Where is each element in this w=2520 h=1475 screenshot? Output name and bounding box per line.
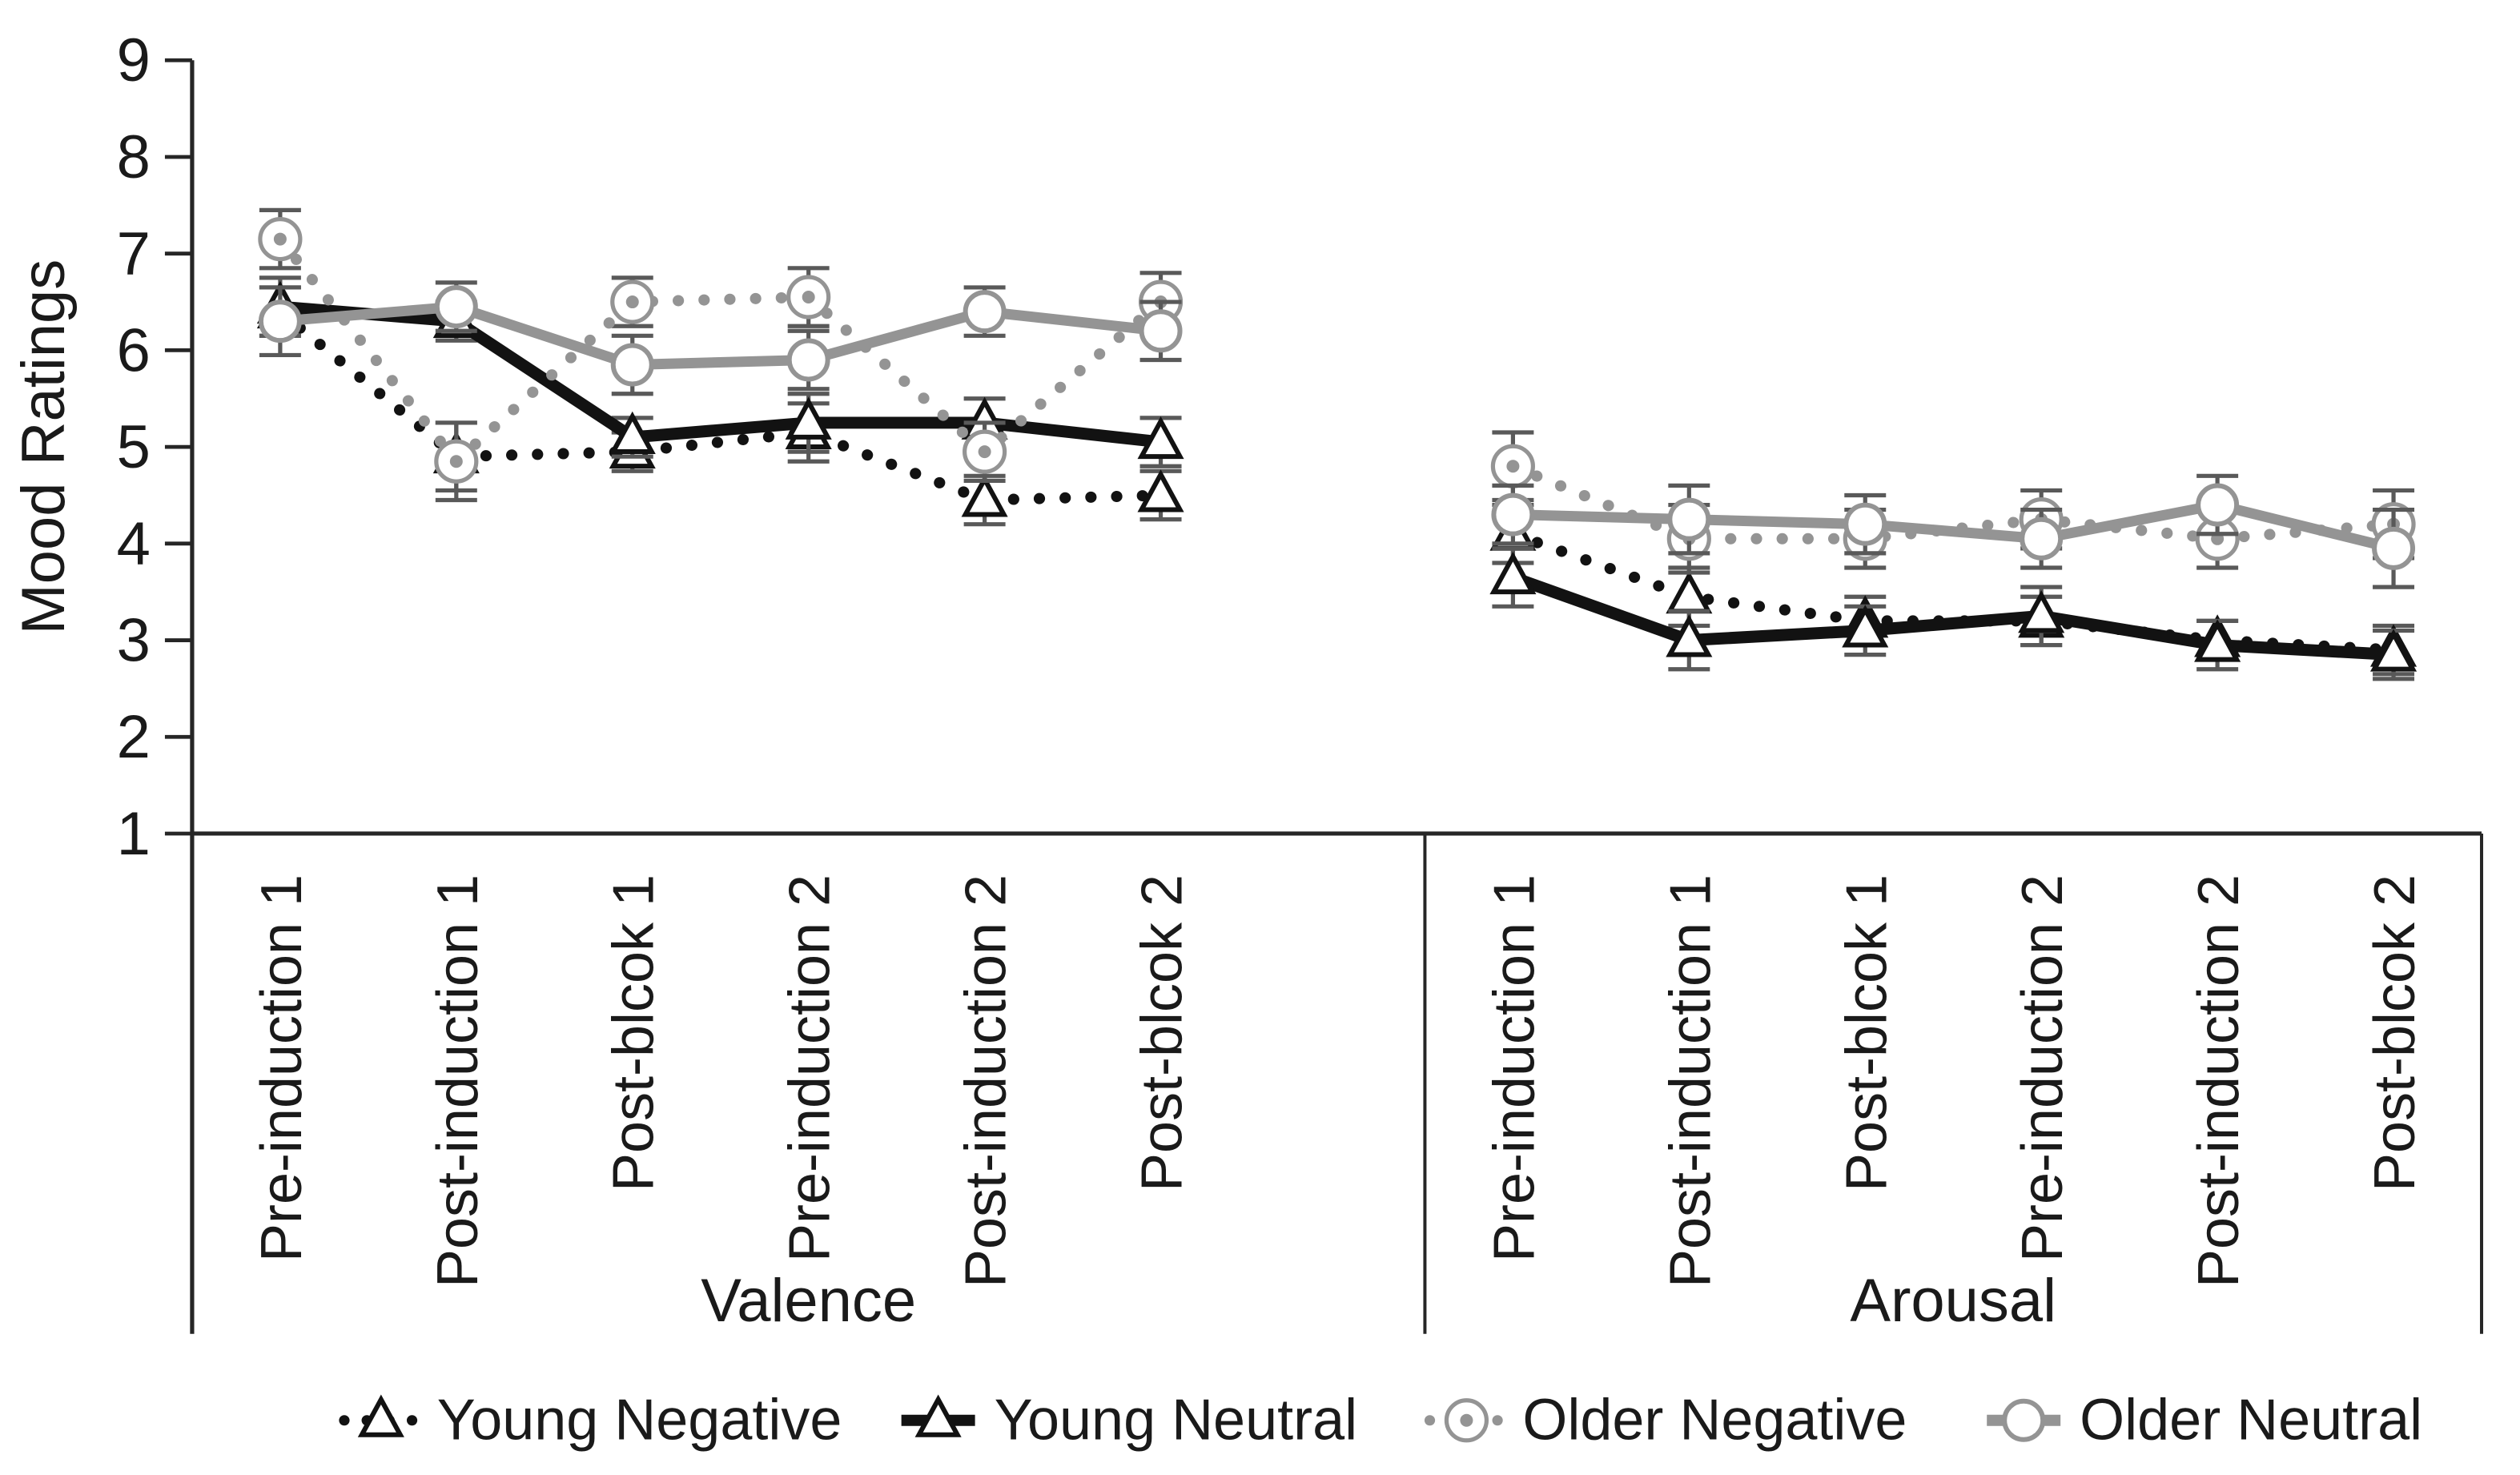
marker-older-neutral-valence-2 (610, 343, 654, 387)
series-line-young-neutral-valence (279, 300, 1162, 448)
panel-label-valence: Valence (701, 1267, 916, 1335)
series-older-neutral-valence (258, 280, 1183, 396)
marker-older-negative-valence-4-dot (978, 445, 991, 459)
category-label-arousal-5: Post-blcok 2 (2363, 874, 2427, 1192)
legend-label-young-neutral: Young Neutral (995, 1389, 1357, 1453)
category-label-valence-1: Post-induction 1 (426, 874, 490, 1288)
series-line-older-neutral-arousal (1513, 500, 2395, 554)
category-axis-labels: Pre-induction 1 Post-induction 1 Post-blco… (250, 874, 2427, 1288)
y-tick-label-3: 3 (117, 607, 151, 675)
marker-older-neutral-valence-5 (1139, 309, 1183, 353)
legend-marker-triangle-icon (357, 1394, 404, 1437)
marker-young-neutral-valence-3 (785, 396, 832, 440)
series-older-negative-arousal (1490, 430, 2416, 575)
legend: Young Negative Young Neutral Older Negativ… (339, 1389, 2422, 1453)
y-tick-label-1: 1 (117, 800, 151, 868)
marker-older-neutral-arousal-4 (2196, 483, 2240, 527)
y-tick-label-7: 7 (117, 220, 151, 288)
series-line-young-negative-valence (274, 306, 1167, 506)
legend-label-older-negative: Older Negative (1522, 1389, 1907, 1453)
category-label-valence-5: Post-blcok 2 (1131, 874, 1195, 1192)
series-young-neutral-arousal (1489, 546, 2418, 681)
legend-item-older-negative: Older Negative (1424, 1389, 1907, 1453)
marker-older-neutral-valence-4 (963, 290, 1007, 334)
y-tick-label-6: 6 (117, 316, 151, 384)
category-label-valence-2: Post-blcok 1 (602, 874, 666, 1192)
marker-older-negative-arousal-0-dot (1506, 460, 1520, 473)
legend-label-young-negative: Young Negative (437, 1389, 842, 1453)
y-tick-label-8: 8 (117, 123, 151, 191)
marker-young-neutral-arousal-3 (2018, 590, 2065, 633)
marker-young-negative-arousal-1 (1666, 570, 1713, 614)
marker-older-negative-valence-2-dot (625, 295, 639, 309)
marker-young-neutral-arousal-1 (1666, 614, 1713, 657)
y-tick-label-9: 9 (117, 26, 151, 94)
category-label-valence-0: Pre-induction 1 (250, 874, 314, 1262)
marker-young-neutral-valence-2 (609, 411, 656, 455)
series-older-neutral-arousal (1491, 473, 2416, 589)
series-older-negative-valence (258, 207, 1184, 503)
legend-item-young-negative: Young Negative (339, 1389, 842, 1453)
category-label-arousal-0: Pre-induction 1 (1482, 874, 1546, 1262)
y-tick-label-4: 4 (117, 510, 151, 578)
series-line-young-negative-arousal (1507, 528, 2400, 656)
legend-marker-triangle-icon (914, 1394, 962, 1437)
marker-older-neutral-arousal-2 (1843, 502, 1887, 546)
panel-label-arousal: Arousal (1850, 1267, 2056, 1335)
category-label-arousal-1: Post-induction 1 (1658, 874, 1722, 1288)
marker-older-neutral-arousal-0 (1491, 492, 1535, 537)
marker-young-neutral-arousal-4 (2194, 619, 2241, 662)
y-tick-label-2: 2 (117, 703, 151, 771)
marker-young-neutral-arousal-0 (1489, 551, 1537, 595)
legend-item-older-neutral: Older Neutral (1987, 1389, 2422, 1453)
legend-marker-circle-dot-icon-dot (1460, 1413, 1473, 1427)
series-line-older-neutral-valence (279, 301, 1162, 371)
marker-older-negative-valence-3-dot (802, 291, 815, 304)
marker-young-neutral-arousal-5 (2370, 629, 2418, 672)
category-label-arousal-3: Pre-induction 2 (2011, 874, 2075, 1262)
marker-young-neutral-valence-5 (1137, 416, 1184, 460)
axes: 1 2 3 4 5 6 7 8 9 (117, 26, 2484, 1334)
marker-older-negative-valence-0-dot (273, 232, 287, 246)
series-line-older-negative-arousal (1507, 460, 2400, 545)
legend-item-young-neutral: Young Neutral (901, 1389, 1357, 1453)
series-line-young-neutral-arousal (1510, 572, 2394, 661)
category-label-valence-3: Pre-induction 2 (778, 874, 842, 1262)
marker-older-neutral-arousal-5 (2372, 526, 2416, 570)
marker-young-negative-valence-5 (1137, 469, 1184, 512)
marker-older-neutral-valence-1 (434, 285, 478, 329)
y-tick-label-5: 5 (117, 413, 151, 481)
legend-label-older-neutral: Older Neutral (2080, 1389, 2422, 1453)
marker-older-neutral-arousal-1 (1667, 497, 1711, 541)
marker-older-neutral-arousal-3 (2020, 516, 2064, 561)
y-axis-title: Mood Ratings (10, 259, 78, 635)
legend-marker-circle-icon (2002, 1398, 2046, 1442)
category-label-arousal-2: Post-blcok 1 (1835, 874, 1899, 1192)
category-label-arousal-4: Post-induction 2 (2187, 874, 2251, 1288)
marker-older-neutral-valence-3 (786, 338, 830, 382)
marker-older-neutral-valence-0 (258, 299, 302, 344)
marker-young-neutral-arousal-2 (1842, 605, 1889, 648)
series-line-older-negative-valence (274, 233, 1167, 468)
data-series (256, 207, 2418, 681)
category-label-valence-4: Post-induction 2 (955, 874, 1019, 1288)
marker-young-negative-valence-4 (961, 474, 1008, 517)
marker-older-negative-valence-1-dot (449, 455, 463, 468)
